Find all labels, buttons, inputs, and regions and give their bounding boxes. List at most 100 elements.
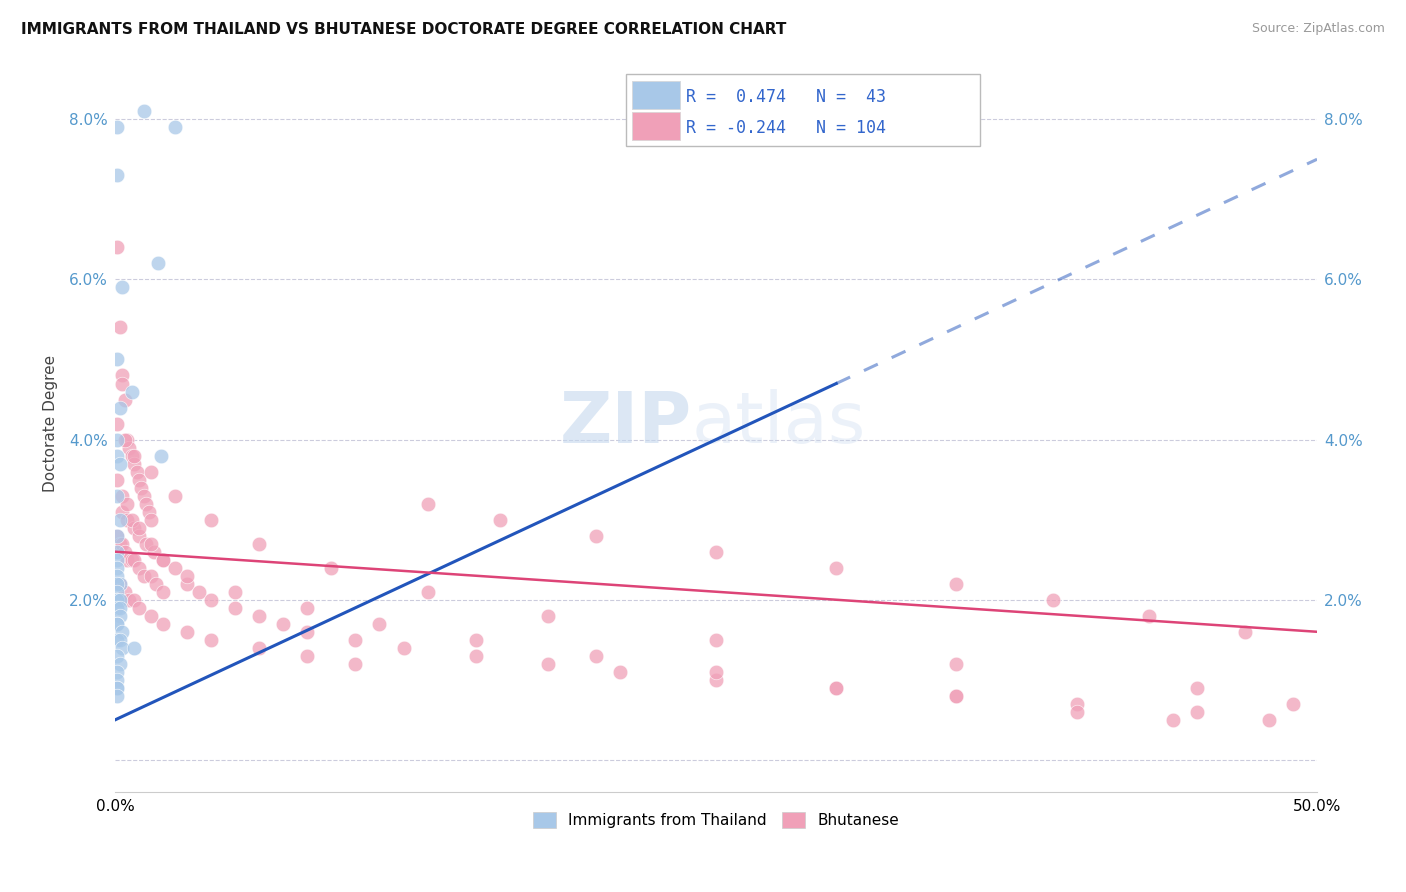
- Point: [131, 481, 153, 495]
- Point: [165, 489, 187, 503]
- Point: [124, 640, 146, 655]
- Point: [107, 120, 129, 135]
- Point: [107, 560, 129, 574]
- Point: [139, 465, 162, 479]
- Point: [135, 497, 157, 511]
- Point: [128, 473, 150, 487]
- Point: [115, 497, 138, 511]
- Point: [107, 616, 129, 631]
- Point: [152, 584, 174, 599]
- Point: [464, 632, 486, 647]
- Point: [107, 648, 129, 663]
- Point: [1185, 705, 1208, 719]
- Point: [200, 592, 222, 607]
- Point: [107, 681, 129, 695]
- Point: [138, 505, 160, 519]
- Point: [118, 441, 141, 455]
- Point: [111, 368, 134, 383]
- Point: [1066, 705, 1088, 719]
- Point: [107, 665, 129, 679]
- Point: [108, 537, 131, 551]
- Point: [825, 681, 848, 695]
- Point: [297, 600, 319, 615]
- FancyBboxPatch shape: [631, 112, 681, 140]
- Point: [139, 537, 162, 551]
- Point: [108, 576, 131, 591]
- Point: [124, 592, 146, 607]
- Point: [152, 616, 174, 631]
- Point: [945, 576, 967, 591]
- Text: atlas: atlas: [692, 389, 866, 458]
- Point: [107, 673, 129, 687]
- Point: [107, 352, 129, 367]
- Point: [108, 608, 131, 623]
- Point: [115, 513, 138, 527]
- Point: [111, 640, 134, 655]
- Point: [108, 657, 131, 671]
- Point: [704, 665, 727, 679]
- Point: [121, 552, 143, 566]
- Point: [121, 384, 143, 399]
- Point: [176, 624, 198, 639]
- Point: [115, 433, 138, 447]
- Point: [1161, 713, 1184, 727]
- Point: [114, 544, 136, 558]
- Point: [149, 449, 172, 463]
- Point: [107, 568, 129, 582]
- Point: [224, 584, 246, 599]
- Point: [142, 544, 165, 558]
- Point: [152, 552, 174, 566]
- Point: [128, 529, 150, 543]
- Point: [585, 529, 607, 543]
- Point: [108, 320, 131, 334]
- Point: [139, 608, 162, 623]
- Point: [115, 552, 138, 566]
- Point: [273, 616, 295, 631]
- Point: [139, 568, 162, 582]
- Point: [1066, 697, 1088, 711]
- Point: [107, 168, 129, 182]
- Point: [128, 600, 150, 615]
- Point: [145, 576, 167, 591]
- Point: [1042, 592, 1064, 607]
- Point: [200, 632, 222, 647]
- Point: [416, 497, 439, 511]
- Point: [114, 392, 136, 407]
- Point: [1185, 681, 1208, 695]
- FancyBboxPatch shape: [626, 73, 980, 145]
- Point: [107, 529, 129, 543]
- Point: [945, 689, 967, 703]
- Point: [108, 576, 131, 591]
- Point: [176, 576, 198, 591]
- Point: [107, 600, 129, 615]
- Point: [107, 616, 129, 631]
- Point: [111, 489, 134, 503]
- Point: [247, 608, 270, 623]
- Point: [247, 640, 270, 655]
- Point: [125, 465, 148, 479]
- Point: [704, 544, 727, 558]
- Point: [224, 600, 246, 615]
- Point: [609, 665, 631, 679]
- Point: [321, 560, 343, 574]
- Point: [188, 584, 211, 599]
- Point: [118, 592, 141, 607]
- Point: [139, 513, 162, 527]
- FancyBboxPatch shape: [631, 81, 681, 109]
- Point: [132, 104, 155, 119]
- Point: [107, 592, 129, 607]
- Point: [107, 632, 129, 647]
- Point: [176, 568, 198, 582]
- Text: IMMIGRANTS FROM THAILAND VS BHUTANESE DOCTORATE DEGREE CORRELATION CHART: IMMIGRANTS FROM THAILAND VS BHUTANESE DO…: [21, 22, 786, 37]
- Point: [107, 552, 129, 566]
- Point: [1282, 697, 1305, 711]
- Point: [165, 120, 187, 135]
- Point: [132, 489, 155, 503]
- Point: [488, 513, 510, 527]
- Point: [247, 537, 270, 551]
- Point: [464, 648, 486, 663]
- Text: R = -0.244   N = 104: R = -0.244 N = 104: [686, 120, 886, 137]
- Point: [121, 513, 143, 527]
- Point: [107, 681, 129, 695]
- Point: [107, 449, 129, 463]
